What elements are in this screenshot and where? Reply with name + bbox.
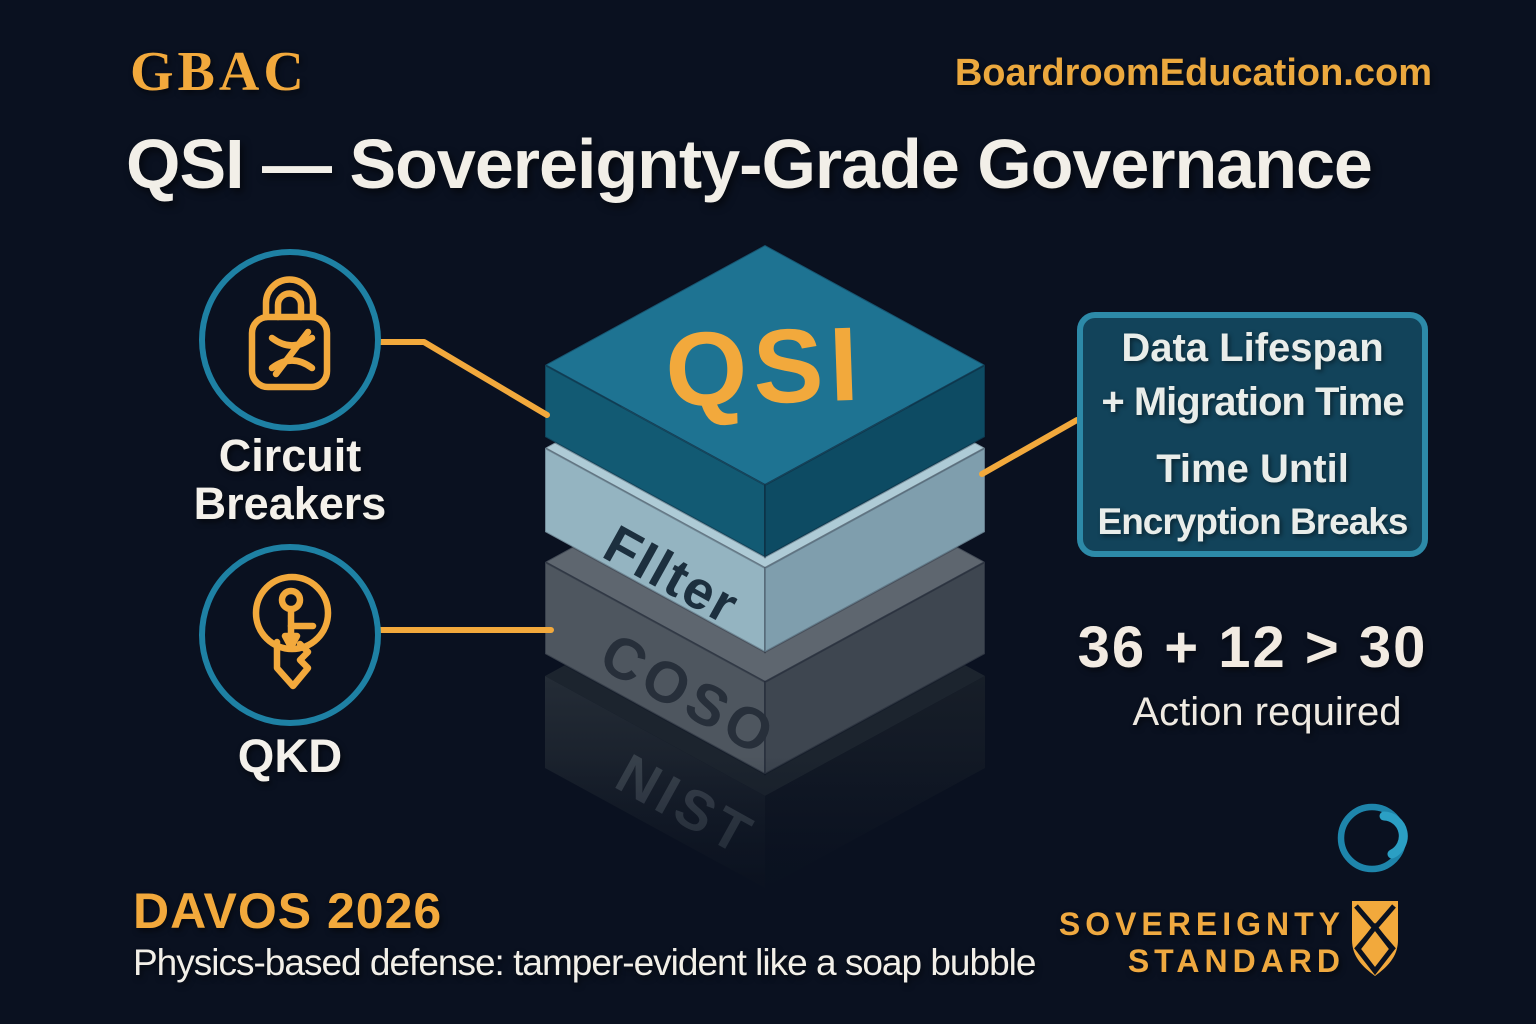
key-icon	[252, 573, 332, 690]
sovereignty-standard-line2: STANDARD	[1127, 942, 1345, 979]
circuit-breakers-node	[199, 249, 381, 431]
website-url: BoardroomEducation.com	[954, 52, 1432, 94]
bubble-icon	[1337, 803, 1408, 873]
sovereignty-standard-line1: SOVEREIGNTY	[1058, 906, 1345, 942]
node-circle	[199, 249, 381, 431]
qkd-node	[199, 544, 381, 726]
connector-infobox	[979, 417, 1080, 477]
padlock-icon	[248, 276, 331, 391]
circuit-breakers-label-line2: Breakers	[193, 477, 387, 529]
node-circle	[199, 544, 381, 726]
data-lifespan-infobox: Data Lifespan + Migration Time Time Unti…	[1077, 312, 1428, 557]
connector-circuit-breakers	[375, 339, 550, 418]
infobox-line3: Time Until	[1156, 447, 1349, 491]
equation-text: 36 + 12 > 30	[1077, 615, 1428, 680]
event-title: DAVOS 2026	[133, 883, 443, 939]
infobox-line4: Encryption Breaks	[1097, 501, 1409, 542]
shield-icon	[1352, 901, 1398, 976]
qsi-label: QSI	[663, 306, 866, 430]
action-required-text: Action required	[1132, 690, 1402, 734]
circuit-breakers-label-line1: Circuit	[218, 430, 362, 481]
infobox-line1: Data Lifespan	[1121, 326, 1384, 370]
page-title: QSI — Sovereignty-Grade Governance	[126, 125, 1373, 203]
tagline-text: Physics-based defense: tamper-evident li…	[133, 942, 1036, 983]
sovereignty-standard-label: SOVEREIGNTY STANDARD	[1040, 906, 1345, 980]
circuit-breakers-label: Circuit Breakers	[130, 432, 450, 527]
stack-layer-qsi: QSI	[542, 243, 988, 559]
brand-logo: GBAC	[130, 41, 308, 103]
reflection-fade	[505, 756, 1035, 1006]
infobox-line2: + Migration Time	[1101, 380, 1404, 424]
qkd-label: QKD	[237, 729, 343, 782]
